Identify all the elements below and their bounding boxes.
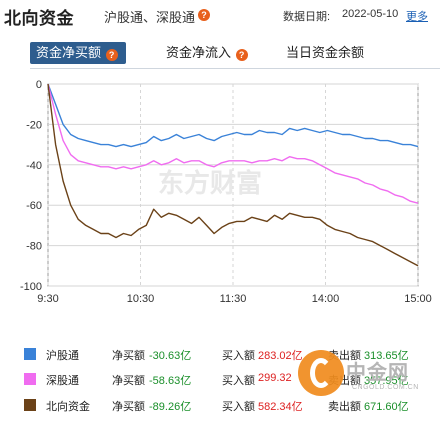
legend-sell-value: 357.95亿 — [364, 375, 409, 387]
legend: 沪股通 净买额 -30.63亿 买入额 283.02亿 卖出额 313.65亿 … — [0, 340, 447, 424]
y-tick-label: -40 — [26, 160, 42, 172]
legend-sell-value: 313.65亿 — [364, 350, 409, 362]
legend-buy-value: 299.32 — [258, 372, 292, 384]
site-name: 中金网 — [346, 362, 409, 384]
legend-net-value: -58.63亿 — [149, 375, 192, 387]
more-link[interactable]: 更多 — [406, 11, 428, 23]
tab-label: 资金净买额 — [36, 45, 102, 60]
legend-series-name: 深股通 — [46, 375, 79, 387]
header: 北向资金 沪股通、深股通 ? 数据日期: 2022-05-10 更多 — [0, 0, 447, 30]
tab-net-buy[interactable]: 资金净买额 ? — [30, 42, 126, 64]
x-tick-label: 15:00 — [404, 293, 432, 305]
legend-net-value: -89.26亿 — [149, 401, 192, 413]
y-tick-label: -100 — [20, 281, 42, 293]
x-tick-label: 11:30 — [220, 293, 247, 305]
legend-series-name: 沪股通 — [46, 350, 79, 362]
series-line-沪股通 — [47, 83, 419, 148]
tab-label: 当日资金余额 — [286, 45, 365, 60]
site-logo-mark — [310, 358, 332, 388]
legend-row-north[interactable]: 北向资金 净买额 -89.26亿 买入额 582.34亿 卖出额 671.60亿 — [0, 394, 447, 416]
series-line-深股通 — [47, 83, 419, 204]
tab-label: 资金净流入 — [166, 45, 232, 60]
legend-buy-value: 582.34亿 — [258, 401, 303, 413]
site-domain: CNGOLD.COM.CN — [352, 384, 419, 391]
series-line-北向资金 — [47, 83, 419, 267]
legend-sell-value: 671.60亿 — [364, 401, 409, 413]
help-icon[interactable]: ? — [105, 49, 118, 61]
tab-net-inflow[interactable]: 资金净流入 ? — [160, 42, 260, 64]
chart: 0 -20 -40 -60 -80 -100 9:30 10:30 11:30 14:00 15:… — [0, 74, 447, 314]
site-logo-icon — [298, 350, 344, 396]
grid — [47, 83, 419, 287]
legend-row-hgt[interactable]: 沪股通 净买额 -30.63亿 买入额 283.02亿 卖出额 313.65亿 — [0, 343, 447, 365]
series — [47, 83, 419, 267]
help-icon[interactable]: ? — [198, 9, 210, 21]
line-chart: 0 -20 -40 -60 -80 -100 9:30 10:30 11:30 14:00 15:… — [20, 79, 432, 305]
legend-swatch — [24, 399, 36, 411]
x-tick-label: 10:30 — [127, 293, 155, 305]
legend-net-label: 净买额 — [112, 401, 145, 413]
legend-swatch — [24, 348, 36, 360]
legend-buy-value: 283.02亿 — [258, 350, 303, 362]
legend-sell-label: 卖出额 — [328, 401, 361, 413]
legend-buy-label: 买入额 — [222, 350, 255, 362]
tab-bar: 资金净买额 ? 资金净流入 ? 当日资金余额 — [0, 42, 447, 66]
date-label: 数据日期: — [283, 11, 331, 23]
legend-net-label: 净买额 — [112, 350, 145, 362]
y-tick-label: -20 — [26, 119, 42, 131]
tab-daily-balance[interactable]: 当日资金余额 — [280, 42, 376, 64]
page-subtitle: 沪股通、深股通 — [104, 10, 196, 25]
legend-buy-label: 买入额 — [222, 375, 255, 387]
legend-buy-label: 买入额 — [222, 401, 255, 413]
x-tick-label: 14:00 — [312, 293, 340, 305]
x-tick-label: 9:30 — [37, 293, 58, 305]
tab-divider — [30, 68, 440, 69]
legend-net-label: 净买额 — [112, 375, 145, 387]
y-axis: 0 -20 -40 -60 -80 -100 — [20, 79, 42, 293]
y-tick-label: -80 — [26, 241, 42, 253]
page-title: 北向资金 — [4, 9, 74, 28]
legend-swatch — [24, 373, 36, 385]
x-axis: 9:30 10:30 11:30 14:00 15:00 — [37, 293, 431, 305]
legend-net-value: -30.63亿 — [149, 350, 192, 362]
watermark: 东方财富 — [158, 168, 262, 199]
y-tick-label: -60 — [26, 200, 42, 212]
legend-series-name: 北向资金 — [46, 401, 90, 413]
y-tick-label: 0 — [36, 79, 42, 91]
help-icon[interactable]: ? — [235, 49, 248, 61]
date-value: 2022-05-10 — [342, 8, 399, 20]
